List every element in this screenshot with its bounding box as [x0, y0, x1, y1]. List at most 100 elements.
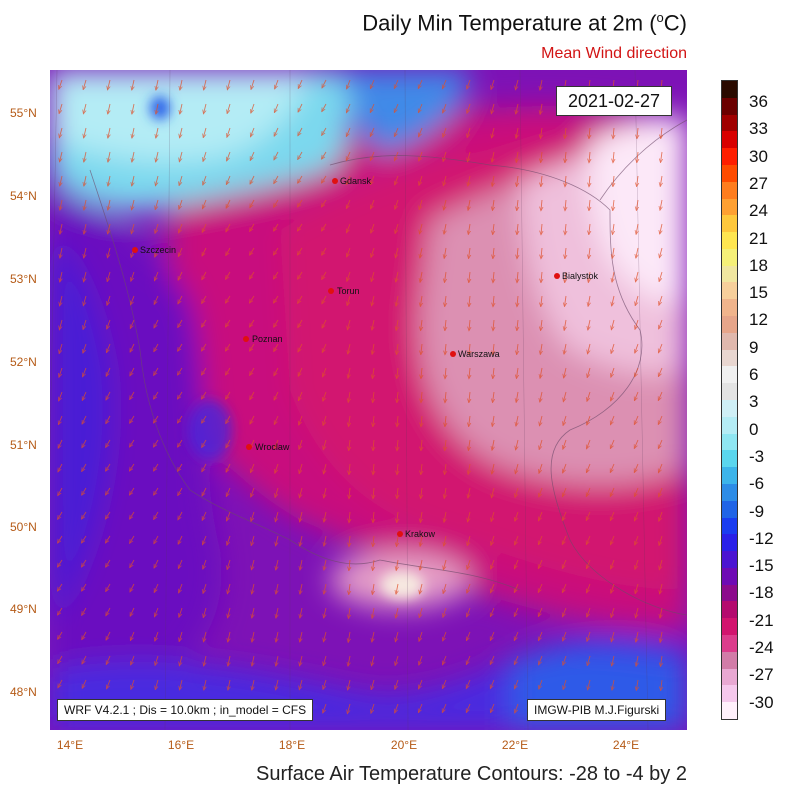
wind-arrow — [108, 199, 110, 210]
lon-tick-14: 14°E — [56, 738, 84, 752]
wind-arrow — [59, 367, 63, 377]
wind-arrow — [611, 607, 615, 618]
wind-arrow — [490, 679, 495, 689]
wind-arrow — [251, 559, 254, 570]
wind-arrow — [633, 463, 639, 473]
wind-arrow — [541, 295, 542, 307]
wind-arrow — [226, 391, 231, 399]
wind-arrow — [131, 655, 135, 665]
wind-arrow — [347, 703, 351, 714]
wind-arrow — [537, 559, 543, 569]
wind-arrow — [131, 295, 135, 305]
wind-arrow — [226, 271, 231, 279]
wind-arrow — [635, 535, 639, 545]
wind-arrow — [180, 127, 182, 138]
wind-arrow — [420, 295, 422, 307]
wind-arrow — [108, 151, 110, 162]
wind-arrow — [421, 367, 422, 379]
wind-arrow — [419, 631, 423, 641]
wind-arrow — [396, 295, 398, 306]
wind-arrow — [276, 679, 278, 690]
wind-arrow — [347, 247, 351, 257]
wind-arrow — [513, 607, 519, 617]
wind-arrow — [156, 127, 158, 138]
lon-tick-18: 18°E — [278, 738, 306, 752]
wind-arrow — [179, 655, 183, 666]
wind-arrow — [469, 271, 470, 283]
wind-arrow — [250, 367, 255, 375]
wind-arrow — [515, 79, 518, 90]
wind-arrow — [349, 463, 350, 475]
colorbar-label: 15 — [749, 283, 768, 303]
wind-arrow — [369, 127, 375, 137]
wind-arrow — [563, 655, 567, 665]
wind-arrow — [397, 463, 398, 475]
wind-arrow — [227, 559, 231, 570]
wind-arrow — [611, 319, 615, 330]
wind-arrow — [321, 247, 327, 255]
wind-arrow — [469, 415, 470, 427]
wind-arrow — [228, 655, 230, 666]
wind-arrow — [517, 295, 518, 307]
wind-arrow — [467, 151, 470, 162]
wind-arrow — [154, 271, 159, 281]
wind-arrow — [179, 607, 183, 617]
wind-arrow — [348, 415, 350, 427]
wind-arrow — [154, 511, 159, 520]
wind-arrow — [372, 367, 374, 379]
wind-arrow — [177, 391, 183, 399]
wind-arrow — [130, 535, 135, 543]
wind-arrow — [203, 583, 207, 593]
wind-arrow — [491, 79, 495, 90]
wind-arrow — [156, 151, 158, 162]
wind-arrow — [250, 463, 255, 473]
colorbar-segment — [722, 81, 737, 99]
colorbar-label: 9 — [749, 337, 759, 357]
wind-arrow — [58, 487, 63, 496]
wind-arrow — [153, 487, 159, 495]
wind-arrow — [565, 175, 566, 187]
wind-arrow — [444, 535, 446, 546]
lat-tick-53: 53°N — [10, 272, 37, 286]
colorbar-label: -3 — [749, 446, 765, 466]
colorbar-label: -12 — [749, 528, 774, 548]
wind-arrow — [323, 391, 327, 401]
wind-arrow — [562, 511, 567, 521]
wind-arrow — [658, 463, 663, 473]
wind-arrow — [660, 607, 662, 618]
wind-arrow — [419, 223, 422, 234]
wind-arrow — [273, 247, 279, 255]
wind-arrow — [203, 175, 207, 185]
wind-arrow — [538, 511, 543, 521]
wind-arrow — [274, 343, 279, 352]
wind-arrow — [106, 391, 111, 400]
wind-arrow — [323, 703, 327, 713]
wind-arrow — [322, 79, 327, 88]
lat-tick-51: 51°N — [10, 438, 37, 452]
wind-arrow — [443, 631, 447, 641]
wind-arrow — [565, 199, 566, 211]
colorbar-label: 36 — [749, 92, 768, 111]
wind-arrow — [131, 199, 134, 210]
wind-arrow — [276, 583, 278, 594]
wind-arrow — [153, 415, 159, 423]
wind-arrow — [371, 247, 375, 257]
wind-arrow — [371, 703, 375, 713]
wind-arrow — [541, 271, 542, 283]
wind-arrow — [395, 247, 399, 258]
wind-arrow — [299, 415, 303, 425]
wind-arrow — [321, 319, 327, 328]
wind-arrow — [60, 247, 62, 258]
wind-arrow — [227, 535, 231, 545]
wind-arrow — [106, 679, 111, 689]
wind-arrow — [345, 151, 351, 161]
wind-arrow — [633, 439, 639, 449]
colorbar-segment — [722, 131, 737, 149]
wind-arrow — [276, 607, 278, 618]
wind-arrow — [609, 487, 615, 497]
wind-arrow — [634, 391, 639, 401]
wind-arrow — [421, 415, 422, 427]
wind-arrow — [587, 367, 591, 378]
wind-arrow — [58, 679, 63, 688]
wind-arrow — [661, 679, 662, 691]
